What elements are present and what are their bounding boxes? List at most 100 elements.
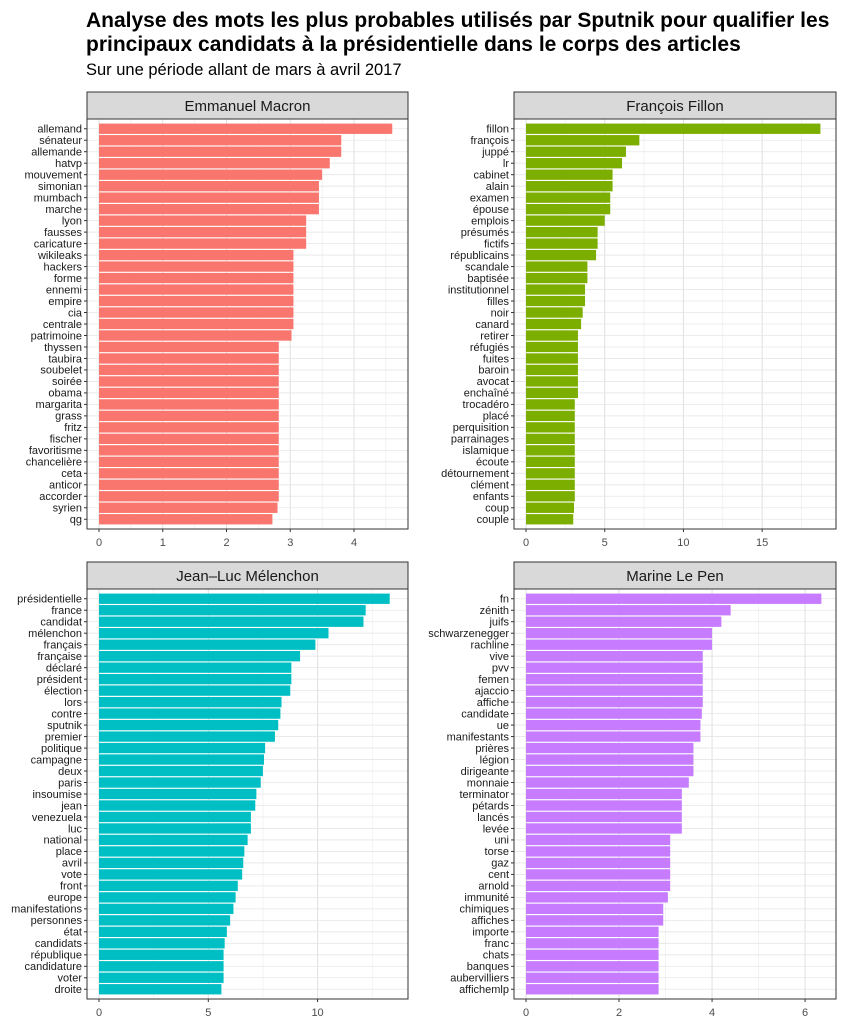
x-tick-label: 2 bbox=[223, 537, 229, 549]
bar bbox=[99, 777, 261, 788]
bar bbox=[526, 158, 623, 169]
bar bbox=[526, 203, 611, 215]
y-tick-label: banques bbox=[467, 961, 510, 973]
facet-panel-4: Marine Le Pen fnzénithjuifsschwarzenegger… bbox=[428, 561, 837, 1019]
bar bbox=[526, 754, 694, 765]
bar bbox=[99, 307, 294, 318]
bar bbox=[99, 249, 294, 261]
bar bbox=[99, 685, 291, 696]
bar bbox=[99, 295, 294, 307]
bar bbox=[526, 926, 659, 937]
y-tick-label: uni bbox=[494, 835, 509, 847]
y-tick-label: dirigeante bbox=[461, 766, 509, 778]
y-tick-label: candidature bbox=[25, 961, 83, 973]
bar bbox=[526, 284, 586, 295]
y-tick-label: chats bbox=[483, 950, 510, 962]
y-tick-label: perquisition bbox=[453, 422, 509, 434]
y-tick-label: contre bbox=[51, 708, 82, 720]
bar bbox=[526, 410, 575, 422]
y-tick-label: patrimoine bbox=[31, 330, 82, 342]
bar bbox=[526, 811, 682, 823]
bar bbox=[526, 181, 613, 192]
y-tick-label: ajaccio bbox=[475, 685, 509, 697]
y-tick-label: zénith bbox=[480, 605, 509, 617]
bar bbox=[99, 903, 234, 915]
bar bbox=[99, 445, 279, 456]
y-tick-label: accorder bbox=[39, 491, 82, 503]
y-tick-label: français bbox=[43, 639, 82, 651]
bar bbox=[99, 651, 301, 662]
bar bbox=[99, 742, 266, 754]
y-tick-label: vote bbox=[61, 869, 82, 881]
y-tick-label: femen bbox=[478, 674, 509, 686]
bar bbox=[526, 192, 611, 203]
bar bbox=[526, 261, 588, 272]
y-tick-label: canard bbox=[475, 319, 509, 331]
y-tick-label: gaz bbox=[491, 858, 509, 870]
y-tick-label: lancés bbox=[477, 812, 509, 824]
y-tick-label: avril bbox=[62, 858, 82, 870]
y-tick-label: simonian bbox=[38, 181, 82, 193]
y-tick-label: soirée bbox=[52, 376, 82, 388]
bar bbox=[99, 754, 265, 765]
y-tick-label: venezuela bbox=[32, 812, 83, 824]
y-tick-label: fritz bbox=[64, 422, 82, 434]
y-tick-label: pvv bbox=[492, 662, 510, 674]
bar bbox=[99, 399, 279, 410]
bar bbox=[526, 651, 703, 662]
bar bbox=[526, 984, 659, 995]
y-tick-label: candidats bbox=[35, 938, 83, 950]
bar bbox=[526, 938, 659, 949]
y-tick-label: fausses bbox=[44, 227, 82, 239]
y-tick-label: fischer bbox=[50, 434, 83, 446]
bar bbox=[99, 479, 279, 490]
y-tick-label: arnold bbox=[478, 881, 509, 893]
y-tick-label: ennemi bbox=[46, 284, 82, 296]
y-tick-label: enfants bbox=[473, 491, 510, 503]
y-tick-label: état bbox=[64, 927, 82, 939]
bar bbox=[99, 593, 390, 604]
bar bbox=[99, 226, 307, 238]
bar bbox=[526, 307, 583, 318]
y-tick-label: favoritisme bbox=[29, 445, 82, 457]
bar bbox=[99, 949, 224, 960]
bar bbox=[526, 742, 694, 754]
bar bbox=[99, 318, 294, 330]
bar bbox=[526, 593, 822, 604]
bar bbox=[526, 376, 578, 387]
y-tick-label: europe bbox=[48, 892, 82, 904]
bar bbox=[99, 915, 231, 926]
x-tick-label: 0 bbox=[523, 537, 529, 549]
y-tick-label: filles bbox=[487, 296, 510, 308]
y-tick-label: cabinet bbox=[474, 169, 509, 181]
y-tick-label: anticor bbox=[49, 480, 82, 492]
bar bbox=[526, 685, 703, 696]
bar bbox=[526, 628, 713, 639]
bar bbox=[99, 410, 279, 422]
x-tick-label: 3 bbox=[287, 537, 293, 549]
y-tick-label: chancelière bbox=[26, 457, 82, 469]
bar bbox=[99, 169, 323, 180]
y-tick-label: lyon bbox=[62, 215, 82, 227]
bar bbox=[526, 972, 659, 983]
y-tick-label: cent bbox=[488, 869, 509, 881]
y-tick-label: couple bbox=[477, 514, 509, 526]
y-tick-label: monnaie bbox=[467, 777, 509, 789]
facet-panel-2: François Fillon fillonfrançoisjuppélrcabi… bbox=[441, 91, 837, 549]
bar bbox=[99, 972, 224, 983]
y-tick-label: baroin bbox=[478, 365, 509, 377]
x-tick-label: 0 bbox=[96, 1007, 102, 1019]
x-tick-label: 5 bbox=[602, 537, 608, 549]
y-tick-label: détournement bbox=[441, 468, 509, 480]
bar bbox=[99, 123, 393, 134]
x-tick-label: 4 bbox=[351, 537, 357, 549]
y-tick-label: juifs bbox=[488, 617, 509, 629]
bar bbox=[99, 673, 292, 685]
bar bbox=[99, 811, 251, 823]
y-tick-label: wikileaks bbox=[37, 250, 83, 262]
facet-strip bbox=[513, 561, 837, 590]
bar bbox=[526, 788, 682, 800]
bar bbox=[99, 284, 294, 295]
bar bbox=[99, 215, 307, 226]
